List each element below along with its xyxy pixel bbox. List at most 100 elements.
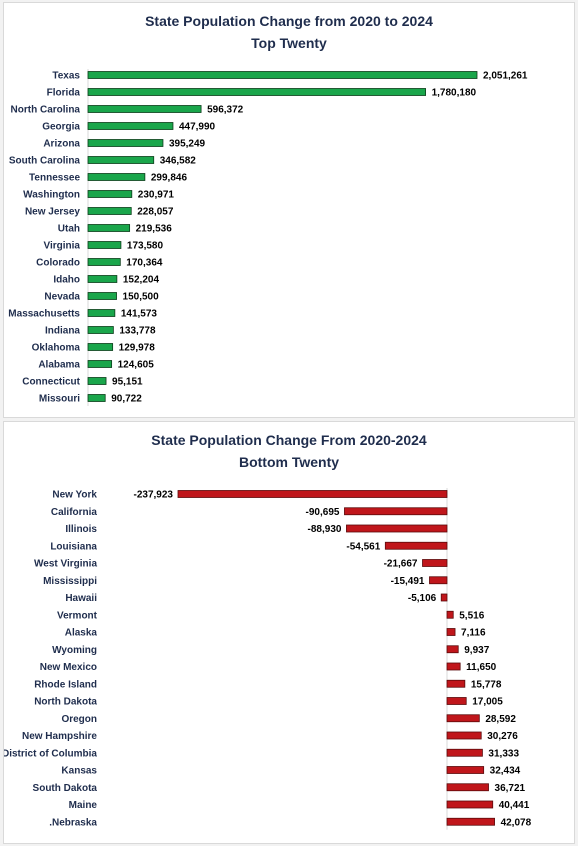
bottom-twenty-chart-panel: State Population Change From 2020-2024 B… <box>3 421 575 844</box>
top-bar <box>87 275 118 283</box>
top-category-label: Missouri <box>39 394 80 405</box>
bottom-bar <box>446 800 494 809</box>
top-value-label: 219,536 <box>136 224 173 235</box>
top-bar <box>87 71 478 79</box>
top-value-label: 299,846 <box>151 173 188 184</box>
bottom-category-label: West Virginia <box>34 559 97 570</box>
bottom-bar <box>446 748 483 757</box>
top-bar <box>87 173 146 181</box>
top-value-label: 1,780,180 <box>432 88 477 99</box>
top-category-label: Washington <box>23 190 80 201</box>
top-value-label: 124,605 <box>118 360 155 371</box>
bottom-bar <box>446 766 485 774</box>
top-category-label: Texas <box>52 71 80 82</box>
bottom-value-label: 28,592 <box>485 714 516 725</box>
bottom-value-label: 40,441 <box>499 800 530 811</box>
bottom-category-label: Kansas <box>61 766 97 777</box>
top-value-label: 170,364 <box>126 258 163 269</box>
bottom-value-label: 42,078 <box>501 817 532 828</box>
top-twenty-bar-chart: Texas 2,051,261 Florida 1,780,180 North Caro… <box>8 69 528 406</box>
bottom-value-label: -5,106 <box>408 593 437 604</box>
bottom-bar <box>440 593 448 602</box>
bottom-category-label: Maine <box>69 800 98 811</box>
top-bar <box>87 122 174 130</box>
bottom-bar <box>422 559 448 567</box>
bottom-value-label: -88,930 <box>308 524 342 535</box>
bottom-category-label: California <box>51 507 98 518</box>
bottom-bar <box>446 697 467 705</box>
bottom-bar <box>446 610 454 619</box>
bottom-bar <box>177 490 448 498</box>
top-value-label: 346,582 <box>160 156 197 167</box>
top-category-label: Virginia <box>44 241 81 252</box>
top-value-label: 95,151 <box>112 377 143 388</box>
bottom-bar <box>446 731 482 740</box>
top-category-label: Arizona <box>43 139 80 150</box>
top-bar <box>87 224 131 232</box>
top-bar <box>87 258 121 266</box>
bottom-value-label: 15,778 <box>471 679 502 690</box>
top-category-label: New Jersey <box>25 207 80 218</box>
top-category-label: Tennessee <box>29 173 80 184</box>
bottom-category-label: New York <box>52 490 97 501</box>
bottom-category-label: New Mexico <box>40 662 97 673</box>
top-category-label: Idaho <box>53 275 80 286</box>
bottom-category-label: Hawaii <box>65 593 97 604</box>
bottom-chart-subtitle: Bottom Twenty <box>238 454 340 470</box>
bottom-bar <box>446 714 480 723</box>
bottom-chart-title: State Population Change From 2020-2024 <box>151 432 427 448</box>
top-category-label: South Carolina <box>9 156 81 167</box>
bottom-value-label: -21,667 <box>384 559 418 570</box>
bottom-value-label: -15,491 <box>391 576 425 587</box>
bottom-bar <box>446 817 495 826</box>
bottom-category-label: South Dakota <box>33 783 98 794</box>
bottom-bar <box>446 645 459 654</box>
top-chart-subtitle: Top Twenty <box>251 35 327 51</box>
top-bar <box>87 207 132 215</box>
top-value-label: 141,573 <box>121 309 158 320</box>
top-category-label: Nevada <box>44 292 80 303</box>
top-category-label: Indiana <box>45 326 80 337</box>
bottom-value-label: -54,561 <box>346 541 380 552</box>
top-bar <box>87 88 426 96</box>
bottom-value-label: 11,650 <box>466 662 496 673</box>
bottom-bar <box>446 783 489 792</box>
bottom-bar <box>446 679 466 688</box>
bottom-value-label: -90,695 <box>306 507 340 518</box>
top-bar <box>87 309 116 317</box>
top-value-label: 152,204 <box>123 275 160 286</box>
top-bar <box>87 190 133 198</box>
top-bar <box>87 292 117 300</box>
top-twenty-chart-panel: State Population Change from 2020 to 202… <box>3 2 575 418</box>
bottom-twenty-bar-chart: New York -237,923 California -90,695 Illinoi… <box>4 488 532 830</box>
top-category-label: Colorado <box>36 258 80 269</box>
top-bar <box>87 394 106 402</box>
top-category-label: Georgia <box>42 122 80 133</box>
top-category-label: North Carolina <box>11 105 81 116</box>
bottom-bar <box>429 576 448 585</box>
bottom-bar <box>446 662 461 671</box>
bottom-category-label: North Dakota <box>34 697 97 708</box>
bottom-value-label: 9,937 <box>464 645 489 656</box>
bottom-value-label: 17,005 <box>472 697 503 708</box>
bottom-value-label: 5,516 <box>459 610 484 621</box>
bottom-category-label: Oregon <box>61 714 97 725</box>
top-value-label: 129,978 <box>119 343 156 354</box>
top-value-label: 228,057 <box>137 207 174 218</box>
top-category-label: Massachusetts <box>8 309 80 320</box>
bottom-category-label: District of Columbia <box>4 748 97 759</box>
top-bar <box>87 156 155 164</box>
top-bar <box>87 241 122 249</box>
bottom-category-label: .Nebraska <box>49 817 97 828</box>
bottom-category-label: Wyoming <box>52 645 97 656</box>
bottom-bar <box>344 507 448 516</box>
top-value-label: 173,580 <box>127 241 164 252</box>
bottom-category-label: Vermont <box>57 610 98 621</box>
top-bar <box>87 326 114 334</box>
top-category-label: Alabama <box>38 360 80 371</box>
top-value-label: 2,051,261 <box>483 71 528 82</box>
top-bar <box>87 105 202 113</box>
top-value-label: 447,990 <box>179 122 216 133</box>
top-value-label: 150,500 <box>123 292 160 303</box>
top-value-label: 395,249 <box>169 139 206 150</box>
